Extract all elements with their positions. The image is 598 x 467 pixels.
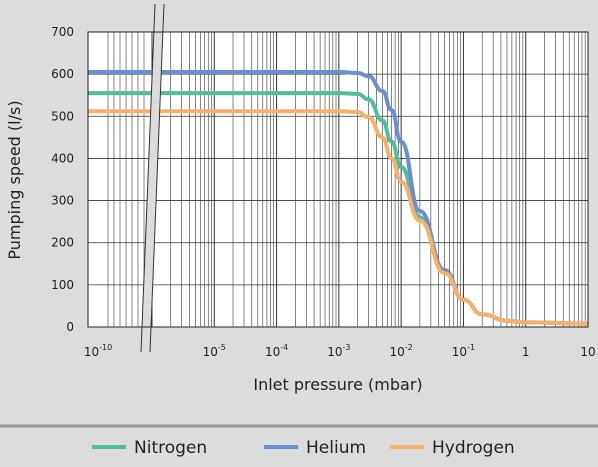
x-tick-label: 10-1 — [452, 343, 475, 359]
plot-frame — [87, 31, 589, 328]
series-layer — [88, 69, 589, 326]
legend-label-helium: Helium — [306, 438, 366, 458]
legend-label-nitrogen: Nitrogen — [134, 438, 207, 458]
x-tick-label: 10-4 — [265, 343, 288, 359]
y-tick-label: 400 — [51, 151, 74, 165]
y-tick-label: 100 — [51, 278, 74, 292]
grid-lines — [87, 31, 589, 328]
axis-break-line — [140, 3, 156, 353]
x-tick-labels: 10-10 10-5 10-4 10-3 10-2 10-1 1 10 — [84, 343, 596, 359]
x-tick-label: 1 — [522, 345, 530, 359]
x-tick-label: 10-3 — [327, 343, 350, 359]
y-tick-label: 500 — [51, 109, 74, 123]
x-tick-label: 10-10 — [84, 343, 112, 359]
axis-break — [140, 3, 165, 353]
y-tick-label: 200 — [51, 236, 74, 250]
series-line-hydrogen — [88, 109, 589, 326]
x-axis-title: Inlet pressure (mbar) — [253, 375, 422, 394]
y-tick-label: 0 — [66, 320, 74, 334]
y-tick-label: 700 — [51, 25, 74, 39]
legend-label-hydrogen: Hydrogen — [432, 438, 515, 458]
x-tick-label: 10 — [580, 345, 595, 359]
plot-area — [88, 32, 588, 327]
y-axis-title: Pumping speed (l/s) — [5, 100, 24, 259]
y-tick-label: 300 — [51, 194, 74, 208]
axis-break-gap — [141, 4, 164, 352]
y-tick-labels: 0 100 200 300 400 500 600 700 — [51, 25, 74, 334]
x-tick-label: 10-5 — [203, 343, 226, 359]
legend: Nitrogen Helium Hydrogen — [92, 438, 515, 458]
y-tick-label: 600 — [51, 67, 74, 81]
axis-break-line — [149, 3, 165, 353]
x-tick-label: 10-2 — [390, 343, 413, 359]
